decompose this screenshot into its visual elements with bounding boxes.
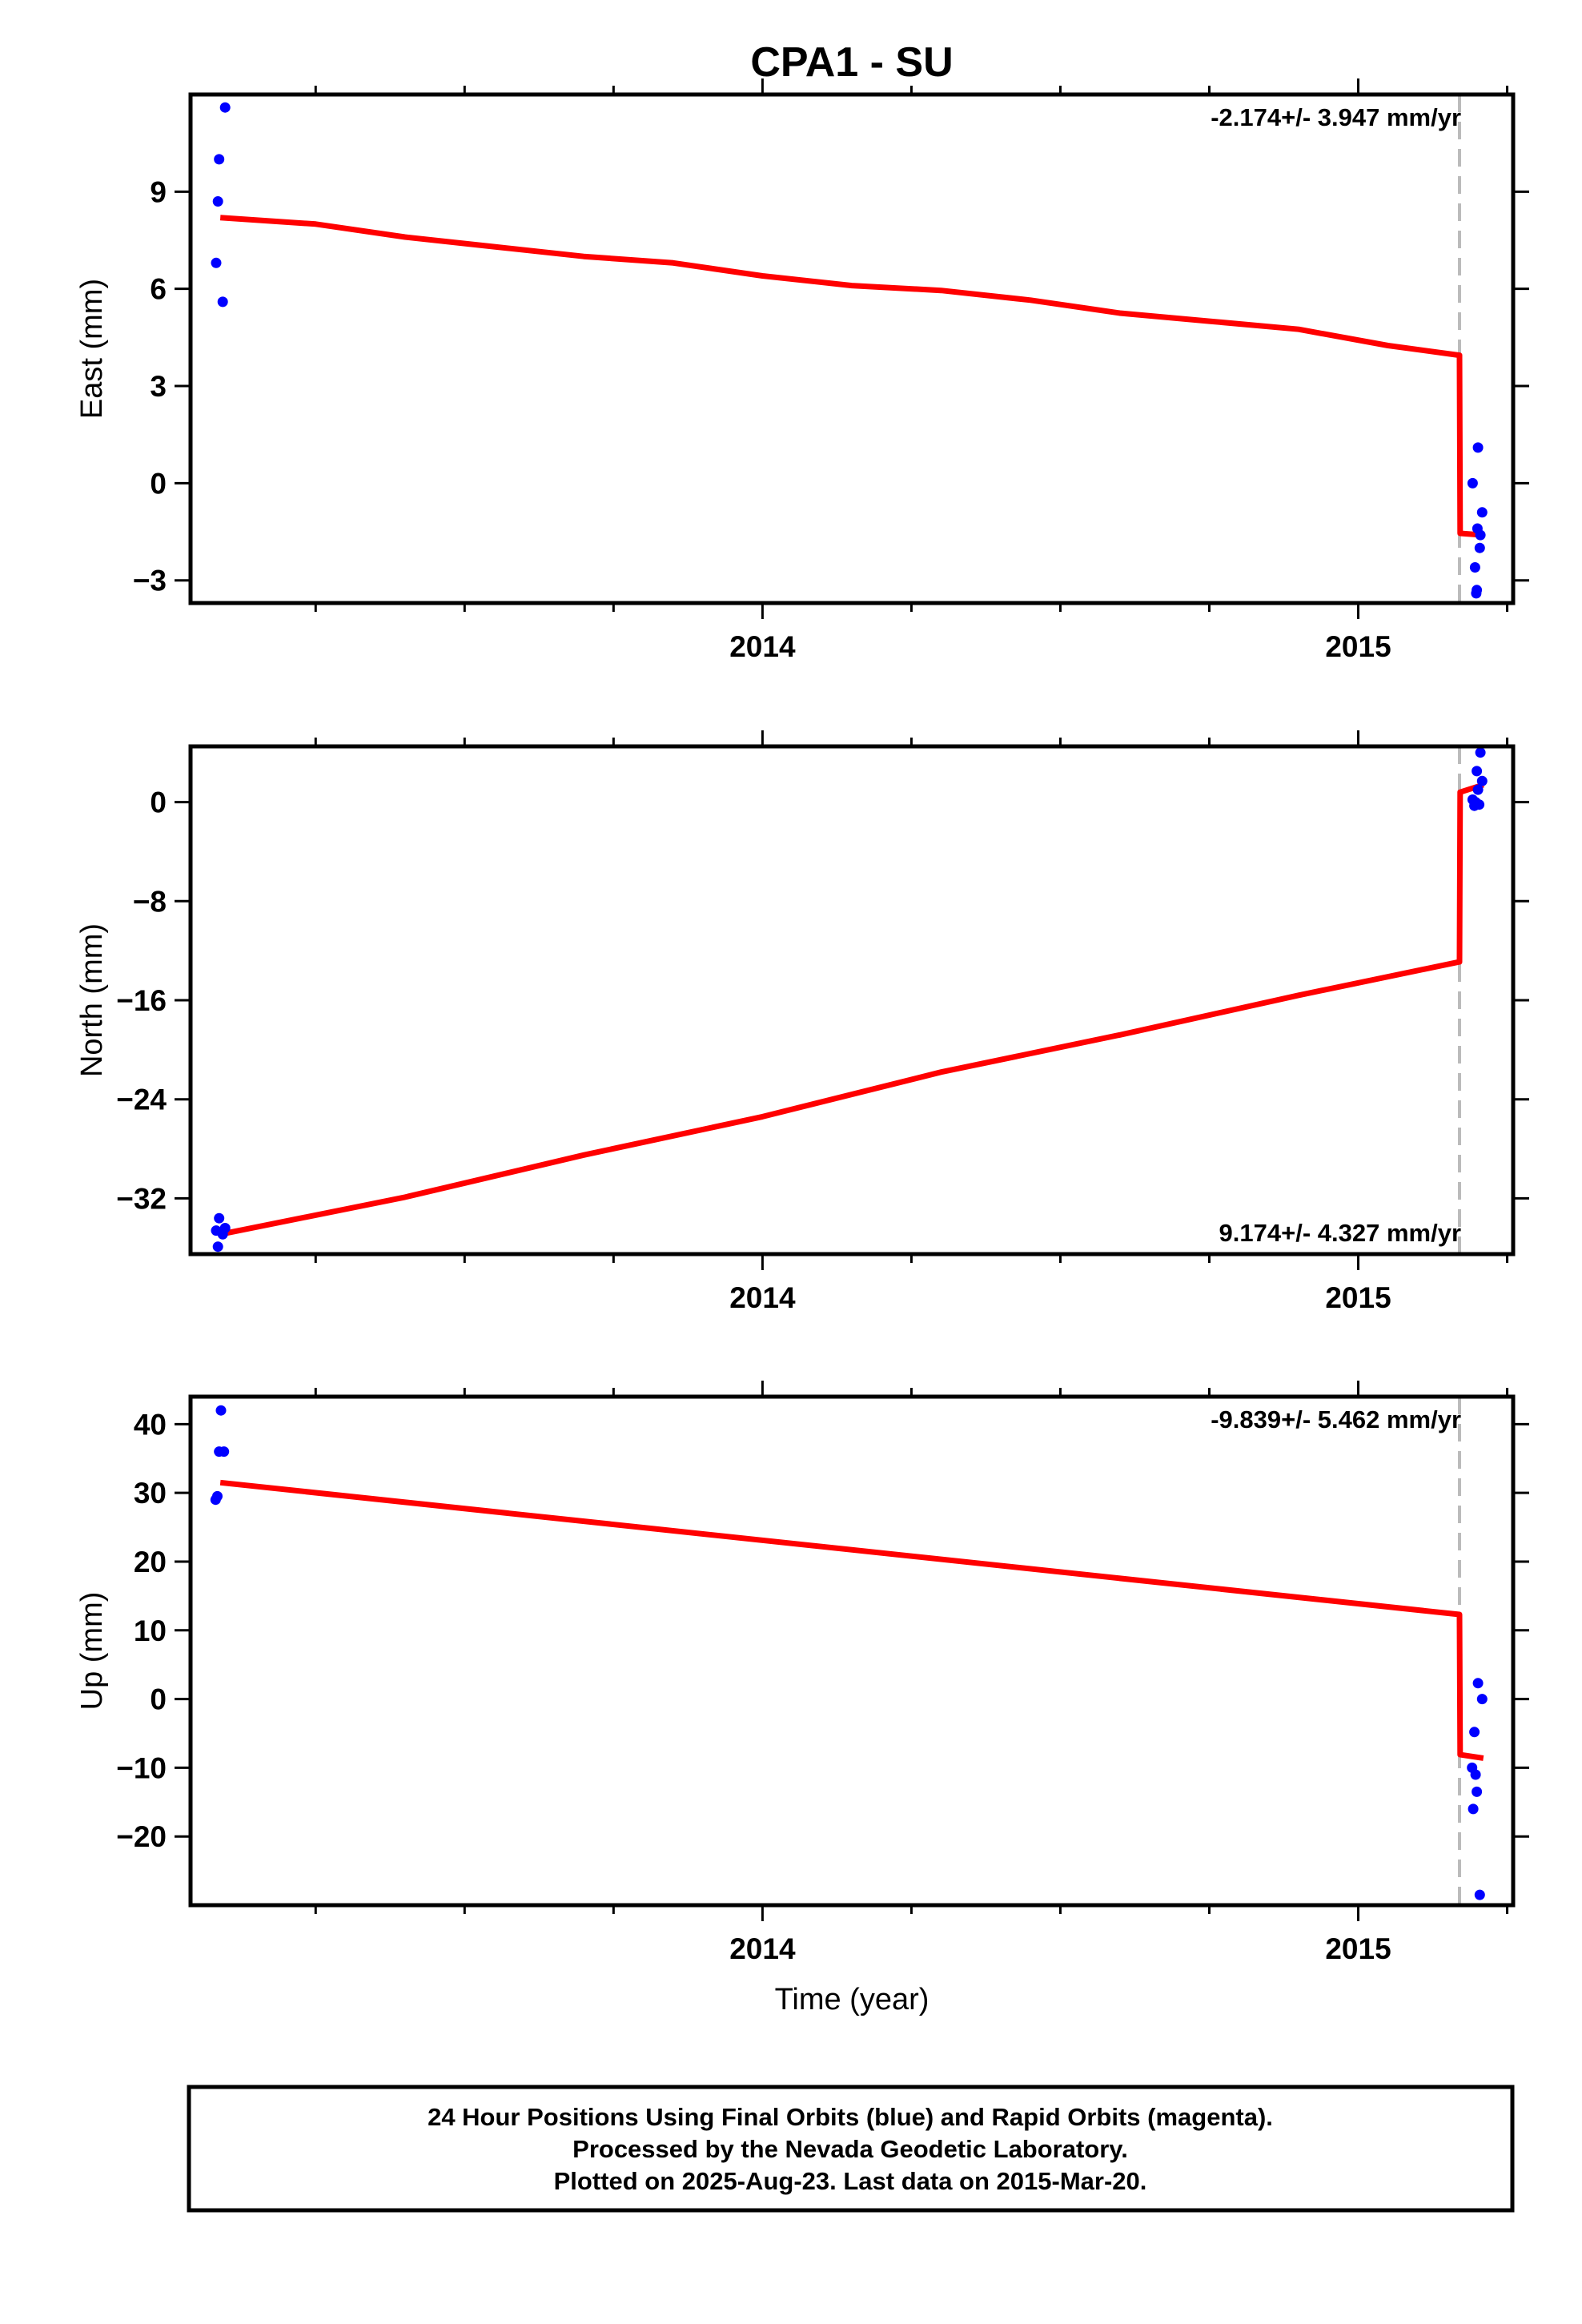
north-data-point xyxy=(1474,799,1485,810)
north-frame xyxy=(188,744,1516,1256)
east-y-tick-label: −3 xyxy=(133,565,167,597)
north-panel: 2014 2015 −32 −24 −16 −8 0 North (mm) 9.174+/- 4… xyxy=(75,730,1529,1314)
north-data-point xyxy=(219,1223,231,1233)
east-data-point xyxy=(1472,442,1484,453)
east-y-axis-label: East (mm) xyxy=(75,279,109,419)
north-rate-text: 9.174+/- 4.327 mm/yr xyxy=(1219,1219,1461,1247)
north-y-tick-label: 0 xyxy=(150,786,167,819)
east-data-point xyxy=(212,196,223,207)
north-y-tick-label: −32 xyxy=(116,1182,167,1215)
north-y-tick-label: −24 xyxy=(116,1084,167,1116)
east-data-point xyxy=(214,154,225,165)
north-data-point xyxy=(1472,784,1484,795)
footer-line-1: 24 Hour Positions Using Final Orbits (bl… xyxy=(428,2103,1273,2131)
up-y-tick-label: 20 xyxy=(134,1546,167,1578)
up-y-tick-label: −20 xyxy=(116,1820,167,1853)
east-data-point xyxy=(1472,585,1483,596)
east-panel: 2014 2015 −3 0 3 6 9 East (mm) -2.174+/- 3.947 m… xyxy=(75,78,1529,663)
up-data-point xyxy=(212,1490,223,1502)
east-y-tick-label: 3 xyxy=(150,370,167,403)
east-data-point xyxy=(1469,562,1480,573)
east-model-line xyxy=(219,215,1484,538)
north-data-point xyxy=(212,1241,223,1252)
up-x-tick-label: 2015 xyxy=(1325,1932,1391,1965)
north-y-axis-label: North (mm) xyxy=(75,923,109,1077)
north-data-point xyxy=(214,1212,225,1224)
east-x-tick-label: 2015 xyxy=(1325,630,1391,663)
up-panel: 2014 2015 −20 −10 0 10 20 30 40 Up (mm) Time (year… xyxy=(75,1381,1529,2016)
north-data-point xyxy=(1476,775,1488,786)
up-y-tick-label: 0 xyxy=(150,1683,167,1716)
east-rate-text: -2.174+/- 3.947 mm/yr xyxy=(1211,103,1461,131)
up-x-tick-label: 2014 xyxy=(729,1932,796,1965)
up-y-axis-label: Up (mm) xyxy=(75,1592,109,1711)
up-frame xyxy=(188,1394,1516,1908)
north-data-point xyxy=(1472,766,1483,777)
north-y-tick-label: −16 xyxy=(116,984,167,1017)
footer-line-2: Processed by the Nevada Geodetic Laborat… xyxy=(572,2135,1128,2163)
up-data-point xyxy=(1474,1889,1485,1900)
north-y-tick-label: −8 xyxy=(133,885,167,918)
east-data-point xyxy=(217,296,228,308)
east-data-point xyxy=(1467,477,1478,489)
up-rate-text: -9.839+/- 5.462 mm/yr xyxy=(1211,1405,1461,1433)
up-y-tick-label: −10 xyxy=(116,1751,167,1784)
east-y-tick-label: 6 xyxy=(150,273,167,306)
up-y-tick-label: 40 xyxy=(134,1408,167,1441)
east-y-tick-label: 9 xyxy=(150,175,167,208)
up-data-point xyxy=(1468,1803,1479,1815)
east-data-point xyxy=(219,102,231,113)
chart-title: CPA1 - SU xyxy=(750,39,953,86)
east-data-point xyxy=(1476,507,1488,518)
north-data-point xyxy=(1475,747,1486,758)
up-y-tick-label: 30 xyxy=(134,1477,167,1510)
east-data-point xyxy=(211,257,222,268)
up-data-point xyxy=(1469,1727,1480,1738)
up-y-tick-label: 10 xyxy=(134,1614,167,1647)
up-data-point xyxy=(1476,1694,1488,1705)
east-x-tick-label: 2014 xyxy=(729,630,796,663)
north-model-line xyxy=(219,782,1484,1237)
up-x-axis-label: Time (year) xyxy=(775,1983,930,2016)
footer-box: 24 Hour Positions Using Final Orbits (bl… xyxy=(187,2085,1515,2213)
up-model-line xyxy=(219,1479,1484,1761)
up-data-point xyxy=(219,1446,230,1458)
east-frame xyxy=(188,92,1516,605)
up-data-point xyxy=(1472,1678,1484,1689)
east-y-tick-label: 0 xyxy=(150,467,167,500)
east-data-point xyxy=(1474,542,1485,553)
up-data-point xyxy=(1470,1769,1481,1780)
east-data-point xyxy=(1475,529,1486,541)
north-x-tick-label: 2015 xyxy=(1325,1281,1391,1314)
north-x-tick-label: 2014 xyxy=(729,1281,796,1314)
up-data-point xyxy=(1472,1786,1483,1797)
footer-line-3: Plotted on 2025-Aug-23. Last data on 201… xyxy=(554,2167,1147,2195)
up-data-point xyxy=(215,1405,227,1416)
